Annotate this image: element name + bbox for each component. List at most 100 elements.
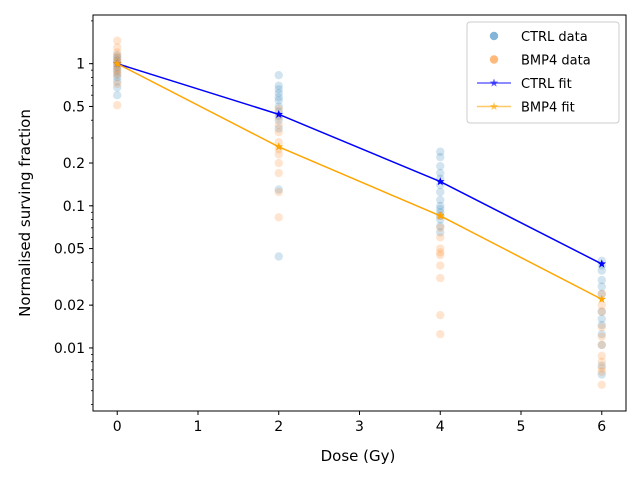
y-tick-label: 0.1 bbox=[63, 199, 85, 215]
data-point bbox=[597, 364, 606, 373]
data-point bbox=[113, 101, 122, 110]
legend-marker bbox=[489, 31, 499, 41]
data-point bbox=[274, 88, 283, 98]
legend-marker bbox=[489, 102, 499, 111]
data-point bbox=[436, 273, 445, 283]
legend-marker bbox=[489, 78, 499, 87]
x-axis: 0 1 2 3 4 5 6 bbox=[113, 411, 606, 435]
data-point bbox=[274, 158, 283, 168]
x-tick-label: 4 bbox=[436, 419, 445, 435]
legend-item: CTRL data bbox=[489, 30, 588, 45]
legend: CTRL data BMP4 data CTRL fit BMP4 fit bbox=[466, 21, 620, 124]
data-point bbox=[274, 104, 283, 114]
data-point bbox=[597, 320, 606, 330]
data-point bbox=[597, 300, 606, 310]
data-point bbox=[597, 275, 606, 285]
y-tick-label: 0.02 bbox=[54, 298, 85, 314]
data-point bbox=[436, 147, 445, 156]
data-point bbox=[274, 120, 283, 130]
y-tick-label: 0.5 bbox=[63, 99, 85, 115]
data-point bbox=[274, 187, 283, 197]
data-point bbox=[597, 282, 606, 291]
data-point bbox=[113, 69, 122, 78]
data-point bbox=[436, 161, 445, 171]
legend-box bbox=[466, 21, 620, 124]
data-point bbox=[113, 53, 122, 62]
fit-marker bbox=[112, 59, 122, 68]
y-axis-label: Normalised surving fraction bbox=[16, 109, 34, 317]
x-tick-label: 6 bbox=[597, 419, 606, 435]
legend-item: CTRL fit bbox=[477, 77, 572, 92]
data-point bbox=[274, 85, 283, 94]
data-point bbox=[274, 70, 283, 80]
data-point bbox=[113, 48, 122, 57]
data-point bbox=[274, 168, 283, 178]
x-tick-label: 3 bbox=[355, 419, 364, 435]
data-point bbox=[436, 195, 445, 205]
x-tick-label: 0 bbox=[113, 419, 122, 435]
data-point bbox=[274, 124, 283, 133]
data-point bbox=[597, 289, 606, 299]
data-point bbox=[597, 307, 606, 316]
data-point bbox=[597, 329, 606, 339]
data-point bbox=[436, 228, 445, 237]
data-point bbox=[597, 307, 606, 316]
data-point bbox=[436, 310, 445, 320]
data-point bbox=[436, 152, 445, 162]
data-point bbox=[113, 83, 122, 92]
x-tick-label: 5 bbox=[517, 419, 526, 435]
data-point bbox=[597, 370, 606, 379]
data-point bbox=[274, 252, 283, 261]
x-axis-label: Dose (Gy) bbox=[321, 447, 396, 465]
fit-marker bbox=[435, 211, 445, 220]
legend-item: BMP4 fit bbox=[477, 101, 575, 116]
data-point bbox=[274, 116, 283, 125]
legend-label: BMP4 data bbox=[521, 54, 591, 69]
data-point bbox=[274, 138, 283, 147]
data-point bbox=[274, 213, 283, 222]
data-point bbox=[274, 185, 283, 194]
y-axis: 0.01 0.02 0.05 0.1 0.2 0.5 1 bbox=[54, 20, 93, 405]
data-point bbox=[436, 187, 445, 197]
data-point bbox=[436, 204, 445, 214]
data-point bbox=[113, 79, 122, 89]
data-point bbox=[113, 70, 122, 80]
fit-marker bbox=[597, 294, 607, 303]
y-tick-label: 0.01 bbox=[54, 341, 85, 357]
y-tick-label: 1 bbox=[76, 57, 85, 73]
data-point bbox=[597, 361, 606, 370]
data-point bbox=[436, 261, 445, 270]
data-point bbox=[113, 52, 122, 61]
data-point bbox=[274, 127, 283, 137]
data-point bbox=[113, 50, 122, 60]
x-tick-label: 1 bbox=[194, 419, 203, 435]
plot-area bbox=[112, 36, 607, 390]
fit-line bbox=[117, 62, 603, 265]
data-point bbox=[436, 248, 445, 257]
data-point bbox=[597, 340, 606, 350]
data-point bbox=[597, 351, 606, 361]
data-point bbox=[436, 244, 445, 253]
data-point bbox=[597, 380, 606, 390]
data-point bbox=[436, 168, 445, 178]
legend-marker bbox=[489, 55, 499, 64]
data-point bbox=[113, 77, 122, 86]
legend-item: BMP4 data bbox=[489, 54, 591, 69]
data-point bbox=[113, 73, 122, 82]
data-point bbox=[113, 36, 122, 45]
data-point bbox=[597, 340, 606, 350]
data-point bbox=[436, 201, 445, 211]
y-tick-label: 0.05 bbox=[54, 242, 85, 258]
data-point bbox=[436, 233, 445, 242]
legend-label: CTRL fit bbox=[521, 77, 572, 92]
x-tick-label: 2 bbox=[274, 419, 283, 435]
data-point bbox=[274, 81, 283, 90]
legend-label: BMP4 fit bbox=[521, 101, 575, 116]
data-point bbox=[436, 221, 445, 231]
fit-marker bbox=[274, 142, 284, 151]
data-point bbox=[597, 266, 606, 275]
data-point bbox=[113, 91, 122, 100]
data-point bbox=[274, 93, 283, 102]
y-tick-label: 0.2 bbox=[63, 156, 85, 172]
